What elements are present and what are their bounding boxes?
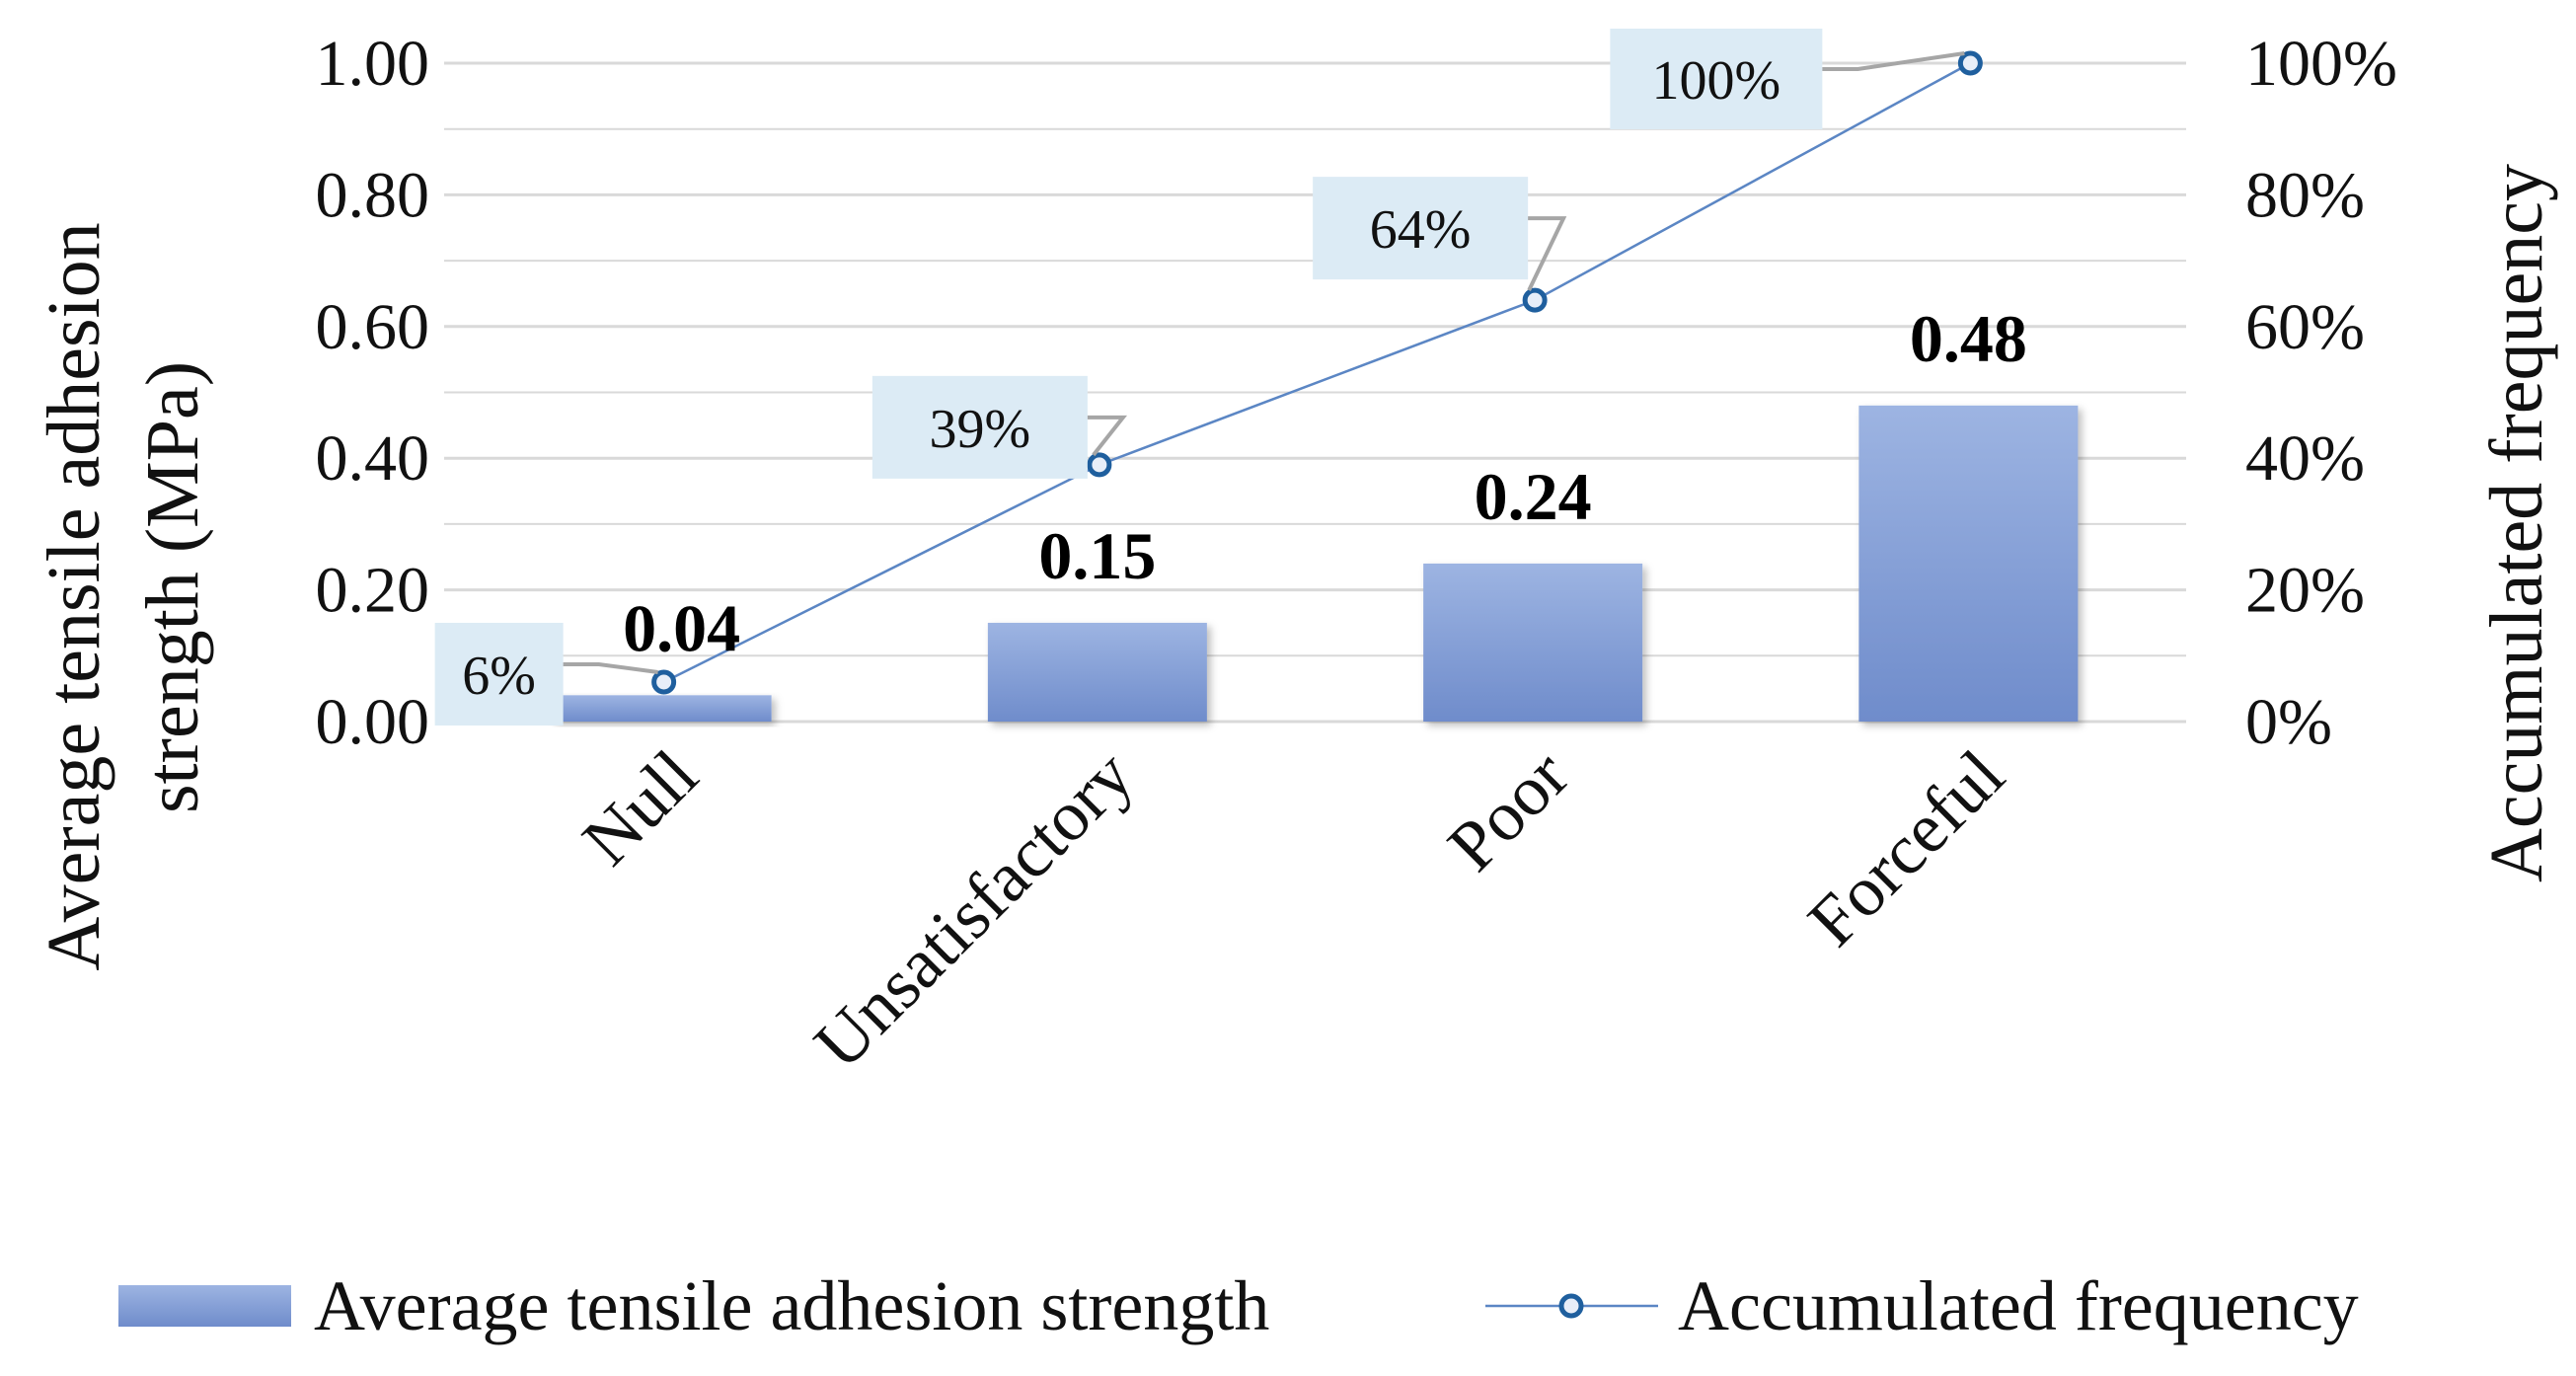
- line-value-label: 64%: [1370, 199, 1472, 261]
- right-axis-ticks: 0% 20% 40% 60% 80% 100%: [2245, 28, 2397, 758]
- bar-value-label: 0.48: [1910, 301, 2027, 376]
- category-label: Forceful: [1793, 735, 2019, 961]
- line-value-label: 39%: [930, 399, 1031, 460]
- bar-forceful: [1858, 405, 2079, 722]
- category-label: Poor: [1433, 735, 1584, 886]
- legend: Average tensile adhesion strength Accumu…: [118, 1266, 2359, 1345]
- bar-null: [552, 695, 772, 722]
- bar-value-label: 0.24: [1475, 459, 1592, 534]
- y-tick-label: 0.00: [316, 686, 430, 758]
- leader-line: [1087, 415, 1128, 457]
- y2-axis-title: Accumulated frequency: [2475, 164, 2558, 882]
- y-tick-label: 0.20: [316, 555, 430, 627]
- y-tick-label: 1.00: [316, 28, 430, 100]
- leader-line: [1527, 216, 1567, 291]
- category-label: Unsatisfactory: [799, 735, 1148, 1084]
- leader-line: [1822, 51, 1965, 71]
- legend-bar-swatch: [118, 1285, 291, 1327]
- bar-unsatisfactory: [987, 622, 1207, 722]
- line-label-box: [1313, 177, 1529, 280]
- line-label-box: [871, 375, 1088, 479]
- bar-poor: [1423, 563, 1643, 722]
- leader-line: [563, 661, 658, 674]
- y2-tick-label: 100%: [2245, 28, 2397, 100]
- y2-tick-label: 0%: [2245, 686, 2332, 758]
- legend-line-label: Accumulated frequency: [1678, 1266, 2359, 1345]
- legend-bar-label: Average tensile adhesion strength: [314, 1266, 1269, 1345]
- bar-value-label: 0.15: [1038, 518, 1156, 593]
- line-label-box: [1610, 29, 1823, 129]
- y2-tick-label: 60%: [2245, 291, 2365, 363]
- category-label: Null: [568, 735, 713, 880]
- line-point: [651, 669, 677, 695]
- y2-tick-label: 40%: [2245, 422, 2365, 495]
- line-value-label: 100%: [1652, 50, 1781, 112]
- y2-tick-label: 20%: [2245, 555, 2365, 627]
- line-series: [651, 50, 1983, 695]
- legend-line-marker: [1558, 1293, 1584, 1319]
- data-labels: 0.04 0.15 0.24 0.48 6% 39% 64% 100%: [434, 29, 2027, 726]
- line-point: [1522, 287, 1548, 313]
- y-tick-label: 0.40: [316, 422, 430, 495]
- y-axis-title-line-2: strength (MPa): [131, 361, 214, 813]
- category-axis: Null Unsatisfactory Poor Forceful: [568, 735, 2019, 1084]
- accumulated-frequency-line: [663, 61, 1971, 684]
- line-label-box: [434, 622, 564, 726]
- y-axis-title-line-1: Average tensile adhesion: [33, 222, 115, 970]
- y-axis-title: Average tensile adhesion strength (MPa): [33, 203, 214, 970]
- bar-series: [552, 405, 2079, 722]
- y-tick-label: 0.60: [316, 291, 430, 363]
- line-value-label: 6%: [462, 646, 536, 707]
- line-point: [1087, 452, 1112, 478]
- left-axis-ticks: 0.00 0.20 0.40 0.60 0.80 1.00: [316, 28, 430, 758]
- y2-tick-label: 80%: [2245, 159, 2365, 231]
- bar-value-label: 0.04: [623, 590, 740, 665]
- y-tick-label: 0.80: [316, 159, 430, 231]
- line-point: [1957, 50, 1983, 76]
